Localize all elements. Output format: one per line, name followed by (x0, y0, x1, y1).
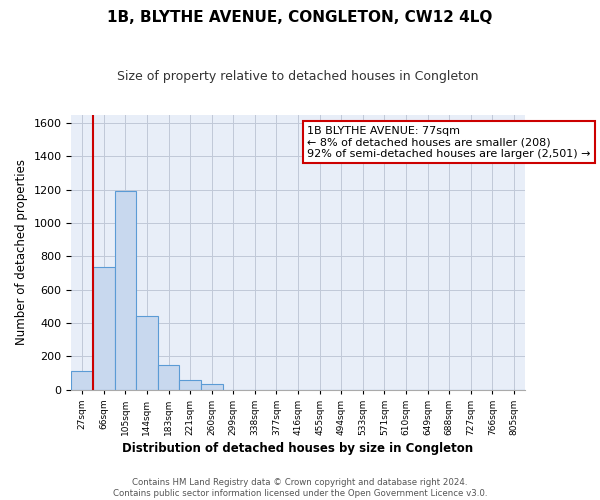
Text: Contains HM Land Registry data © Crown copyright and database right 2024.
Contai: Contains HM Land Registry data © Crown c… (113, 478, 487, 498)
Bar (115, 190, 136, 390)
Bar (201, 384, 223, 390)
Bar (179, 380, 201, 390)
X-axis label: Distribution of detached houses by size in Congleton: Distribution of detached houses by size … (122, 442, 473, 455)
Y-axis label: Number of detached properties: Number of detached properties (15, 159, 28, 345)
Bar (136, 316, 158, 390)
Bar (158, 366, 179, 390)
Bar (93, 267, 115, 390)
Title: Size of property relative to detached houses in Congleton: Size of property relative to detached ho… (118, 70, 479, 83)
Bar (71, 372, 93, 390)
Text: 1B BLYTHE AVENUE: 77sqm
← 8% of detached houses are smaller (208)
92% of semi-de: 1B BLYTHE AVENUE: 77sqm ← 8% of detached… (307, 126, 590, 159)
Text: 1B, BLYTHE AVENUE, CONGLETON, CW12 4LQ: 1B, BLYTHE AVENUE, CONGLETON, CW12 4LQ (107, 10, 493, 25)
